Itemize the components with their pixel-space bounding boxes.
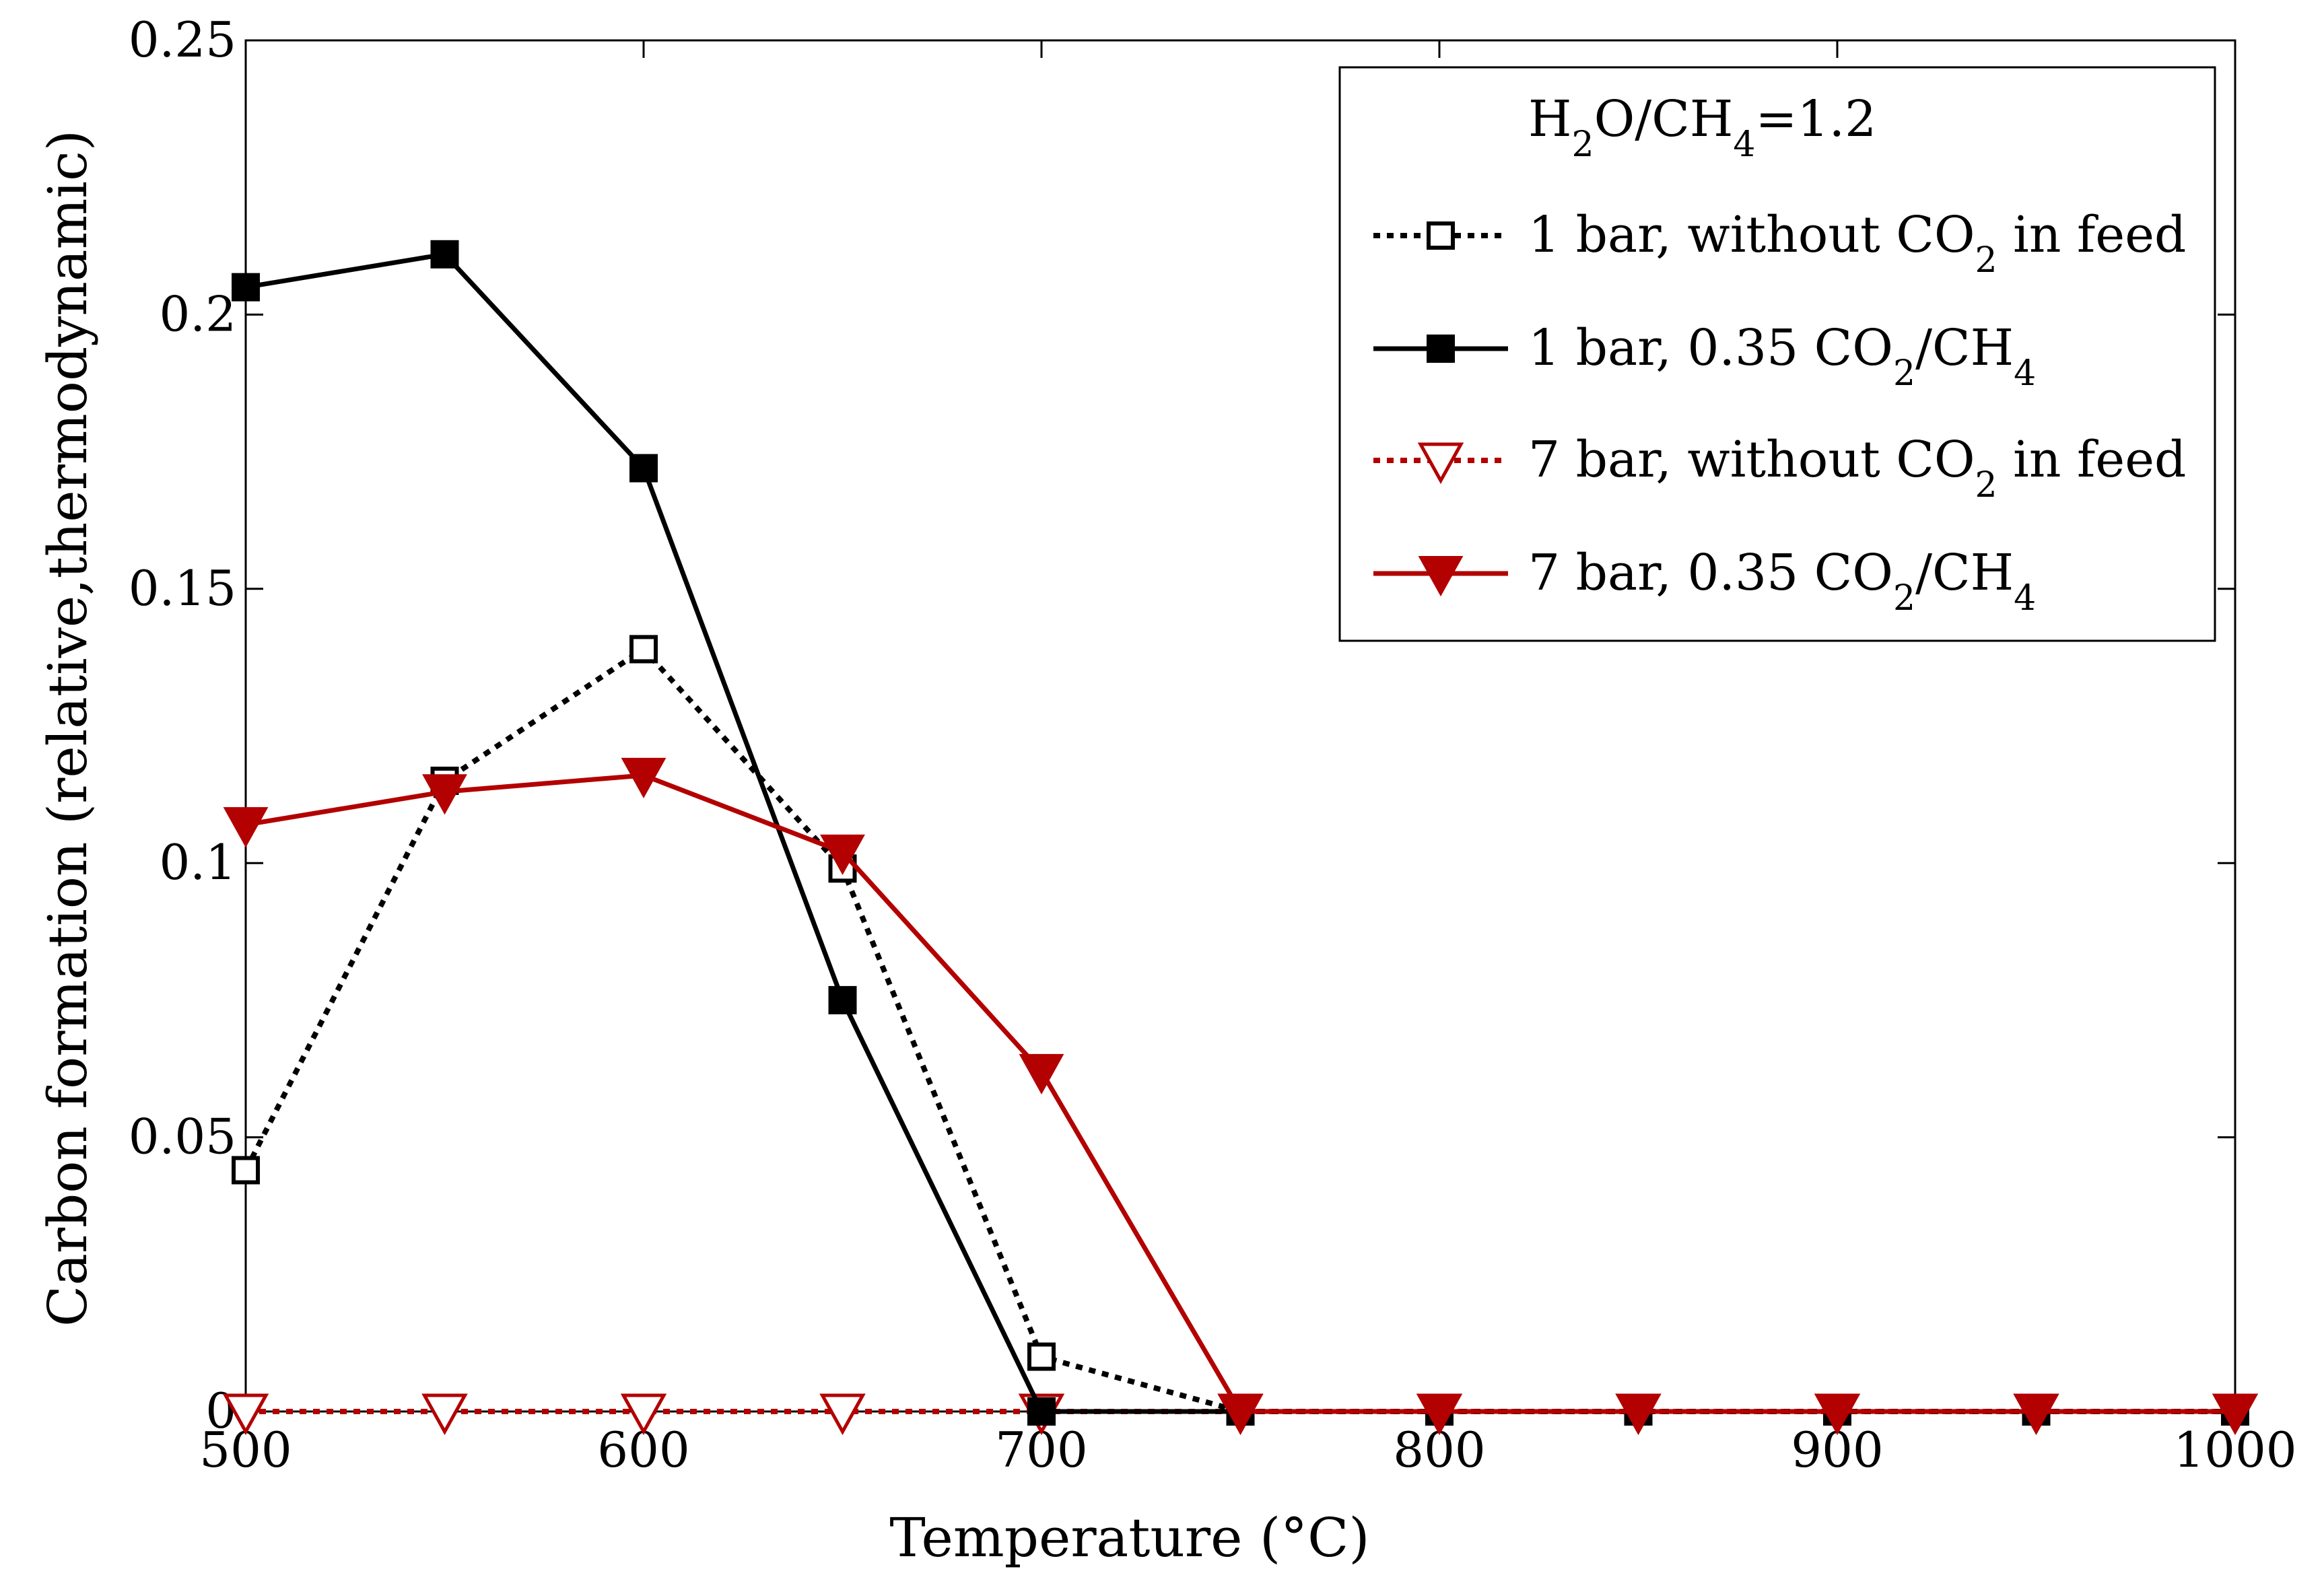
legend-label: 7 bar, without CO2 in feed	[1528, 431, 2186, 505]
data-point-marker	[1616, 1394, 1661, 1435]
data-point-marker	[2212, 1394, 2258, 1435]
data-point-marker	[1019, 1053, 1064, 1094]
y-tick-label: 0.1	[159, 834, 236, 891]
legend-subscript: 2	[1893, 353, 1915, 394]
legend-text-part: 7 bar, 0.35 CO	[1528, 544, 1893, 602]
legend-entry: 1 bar, without CO2 in feed	[1373, 206, 2186, 281]
legend-marker	[1417, 442, 1464, 485]
legend-subscript: 2	[1975, 465, 1997, 505]
legend-subscript: 2	[1975, 240, 1997, 281]
data-point-marker	[621, 757, 667, 798]
y-tick-label: 0.15	[129, 560, 236, 617]
legend-entry: 7 bar, 0.35 CO2/CH4	[1373, 544, 2036, 619]
data-point-marker	[232, 273, 260, 302]
data-point-marker	[1027, 1342, 1056, 1371]
y-tick-label: 0.05	[129, 1109, 236, 1165]
legend-text-part: /CH	[1915, 544, 2014, 602]
data-point-marker	[2014, 1394, 2059, 1435]
legend-header-sub2: 4	[1733, 125, 1755, 165]
legend-marker	[1427, 221, 1455, 250]
legend-header-sub1: 2	[1572, 125, 1594, 165]
legend-text-part: /CH	[1915, 319, 2014, 377]
data-point-marker	[629, 635, 658, 664]
data-point-marker	[1027, 1397, 1056, 1426]
legend: H2O/CH4=1.2 1 bar, without CO2 in feed1 …	[1338, 66, 2216, 642]
legend-header-tail: =1.2	[1756, 90, 1877, 148]
data-point-marker	[1416, 1394, 1462, 1435]
legend-text-part: 1 bar, 0.35 CO	[1528, 319, 1893, 377]
legend-subscript: 2	[1893, 578, 1915, 619]
data-point-marker	[820, 834, 865, 876]
legend-marker	[1418, 556, 1464, 597]
data-point-marker	[819, 1393, 866, 1436]
legend-subscript: 4	[2014, 578, 2036, 619]
legend-entry: 1 bar, 0.35 CO2/CH4	[1373, 319, 2036, 394]
data-point-marker	[232, 1156, 260, 1185]
data-point-marker	[222, 1393, 269, 1436]
data-point-marker	[430, 240, 459, 269]
legend-header: H2O/CH4=1.2	[1528, 90, 1876, 165]
legend-label: 1 bar, 0.35 CO2/CH4	[1528, 319, 2036, 394]
data-point-marker	[421, 1393, 468, 1436]
series-3	[223, 757, 2258, 1435]
legend-header-mid: O/CH	[1594, 90, 1734, 148]
y-axis-title: Carbon formation (relative,thermodynamic…	[36, 130, 99, 1327]
series-line	[243, 646, 2235, 1414]
legend-label: 7 bar, 0.35 CO2/CH4	[1528, 544, 2036, 619]
x-axis-title: Temperature (°C)	[889, 1506, 1369, 1569]
data-point-marker	[223, 807, 269, 848]
legend-text-part: in feed	[1997, 431, 2187, 489]
legend-label: 1 bar, without CO2 in feed	[1528, 206, 2186, 281]
plot-series	[222, 240, 2259, 1436]
data-point-marker	[620, 1393, 667, 1436]
legend-entry: 7 bar, without CO2 in feed	[1373, 431, 2186, 505]
legend-marker	[1427, 335, 1455, 363]
data-point-marker	[422, 774, 467, 815]
legend-box	[1338, 66, 2216, 642]
y-tick-label: 0.2	[159, 285, 236, 342]
y-tick-label: 0.25	[129, 11, 236, 68]
y-tick-labels: 0 0.05 0.1 0.15 0.2 0.25	[129, 11, 236, 1439]
legend-text-part: 1 bar, without CO	[1528, 206, 1975, 264]
legend-subscript: 4	[2014, 353, 2036, 394]
data-point-marker	[828, 985, 857, 1014]
y-tick-label: 0	[205, 1383, 236, 1439]
legend-text-part: in feed	[1997, 206, 2187, 264]
data-point-marker	[1218, 1394, 1263, 1435]
data-point-marker	[1814, 1394, 1860, 1435]
data-point-marker	[629, 454, 658, 483]
legend-header-base: H	[1528, 90, 1572, 148]
legend-text-part: 7 bar, without CO	[1528, 431, 1975, 489]
